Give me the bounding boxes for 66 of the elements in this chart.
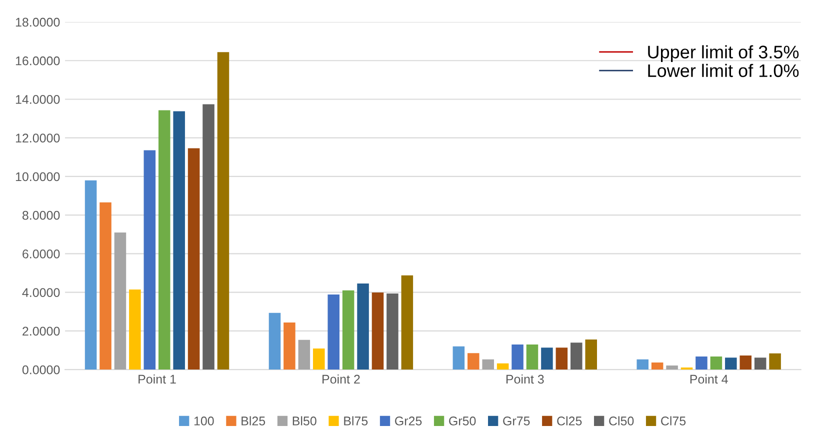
bar (357, 283, 369, 370)
bar (556, 348, 568, 370)
bar (298, 340, 310, 370)
x-tick-label: Point 1 (138, 374, 176, 384)
legend-label: Upper limit of 3.5% (648, 45, 799, 62)
bar (680, 367, 693, 370)
legend-label: 100 (194, 416, 214, 426)
bar (342, 290, 354, 370)
bar (666, 366, 678, 370)
legend-label: Cl50 (609, 416, 634, 426)
bar (158, 110, 170, 370)
x-tick-label: Point 4 (690, 374, 728, 384)
bar (585, 339, 597, 370)
bar (526, 344, 538, 370)
bar (452, 346, 465, 370)
y-tick-label: 8.0000 (22, 210, 60, 220)
bar (114, 232, 126, 370)
bar (386, 294, 398, 370)
bar (84, 180, 97, 370)
y-tick-label: 12.0000 (16, 134, 60, 143)
bar (570, 342, 582, 370)
bar (401, 275, 414, 370)
x-tick-label: Point 3 (506, 374, 544, 384)
bar (100, 202, 112, 370)
y-tick-label: 4.0000 (22, 288, 60, 298)
bar (725, 358, 737, 370)
bar (129, 289, 141, 370)
y-tick-label: 0.0000 (22, 365, 60, 374)
bar (754, 358, 766, 370)
bar (188, 148, 200, 370)
legend-label: Bl25 (242, 416, 266, 426)
bar (696, 356, 708, 370)
y-tick-label: 10.0000 (16, 172, 60, 182)
bar (482, 359, 494, 370)
x-tick-label: Point 2 (322, 374, 360, 384)
bar (268, 312, 281, 370)
bar (328, 294, 340, 370)
bar (284, 322, 296, 370)
bar (468, 353, 480, 370)
bar (496, 363, 509, 370)
y-tick-label: 14.0000 (16, 95, 60, 104)
bar (636, 359, 648, 370)
legend-label: Gr75 (503, 416, 530, 426)
bar (710, 356, 722, 370)
legend-label: Gr25 (395, 416, 422, 426)
y-tick-label: 18.0000 (16, 18, 60, 27)
y-tick-label: 16.0000 (16, 56, 60, 66)
bar (512, 344, 524, 370)
y-tick-label: 2.0000 (22, 326, 60, 336)
legend-label: Bl75 (344, 416, 368, 426)
bar (740, 356, 752, 370)
bar (144, 150, 156, 370)
bar (202, 104, 214, 370)
bar (372, 292, 384, 370)
bar (651, 362, 664, 370)
legend-label: Lower limit of 1.0% (648, 64, 799, 78)
bar (769, 353, 781, 370)
legend-label: Cl25 (557, 416, 582, 426)
y-tick-label: 6.0000 (22, 250, 60, 258)
bar (541, 348, 553, 370)
bar (312, 348, 325, 370)
legend-label: Bl50 (292, 416, 316, 426)
bar (217, 52, 230, 370)
legend-label: Gr50 (449, 416, 476, 426)
bar (173, 111, 185, 370)
legend-label: Cl75 (661, 416, 686, 426)
